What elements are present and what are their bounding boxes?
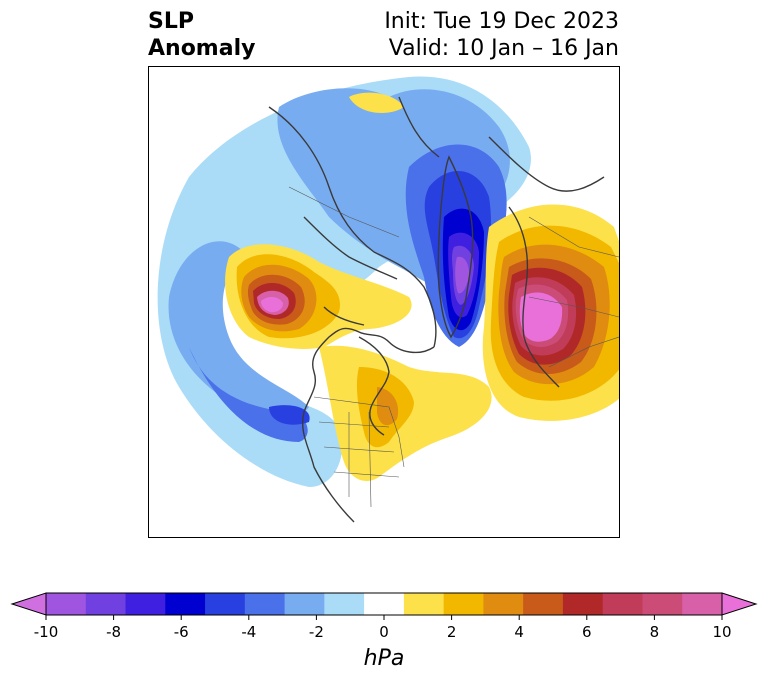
colorbar-tick-label: 2 [447,623,457,641]
date-info: Init: Tue 19 Dec 2023 Valid: 10 Jan – 16… [384,8,619,62]
colorbar-bin [483,593,524,615]
colorbar-bin [324,593,365,615]
colorbar-tick-label: -8 [106,623,121,641]
colorbar-min-arrow [10,592,47,616]
colorbar-bin [523,593,564,615]
colorbar-bin [165,593,206,615]
colorbar-tick-label: 6 [582,623,592,641]
colorbar-bin [682,593,723,615]
colorbar-bin [562,593,604,615]
colorbar-tick-label: 0 [379,623,389,641]
positive-anomaly-fields [225,92,619,482]
colorbar-tick-label: -10 [34,623,59,641]
colorbar-bin [602,593,643,615]
political-borders [288,186,619,508]
coastlines [268,96,605,523]
colorbar-bin [125,593,166,615]
colorbar-tick-label: -4 [241,623,256,641]
colorbar-bin [46,593,87,615]
init-date: Init: Tue 19 Dec 2023 [384,9,619,34]
colorbar-tick-label: -2 [309,623,324,641]
colorbar-tick-label: 4 [514,623,524,641]
title-line-1: SLP [148,9,194,34]
map-canvas [157,76,619,523]
colorbar-bin [364,593,405,615]
colorbar-bin [403,593,445,615]
colorbar-bin [642,593,683,615]
colorbar-tick-label: 10 [712,623,731,641]
colorbar-tick-label: 8 [650,623,660,641]
colorbar-bin [443,593,484,615]
colorbar-bin [85,593,127,615]
map-title: SLP Anomaly [148,8,255,62]
colorbar-bin [205,593,246,615]
colorbar-svg: -10 -8 -6 -4 -2 0 2 4 6 8 10 [10,592,758,641]
colorbar-max-arrow [721,592,758,616]
title-line-2: Anomaly [148,36,256,61]
slp-anomaly-map [148,66,620,538]
valid-range: Valid: 10 Jan – 16 Jan [388,36,619,61]
colorbar-tick-label: -6 [174,623,189,641]
colorbar-unit: hPa [363,646,405,671]
colorbar-bin [244,593,286,615]
colorbar: -10 -8 -6 -4 -2 0 2 4 6 8 10 [0,580,768,680]
colorbar-bin [284,593,325,615]
